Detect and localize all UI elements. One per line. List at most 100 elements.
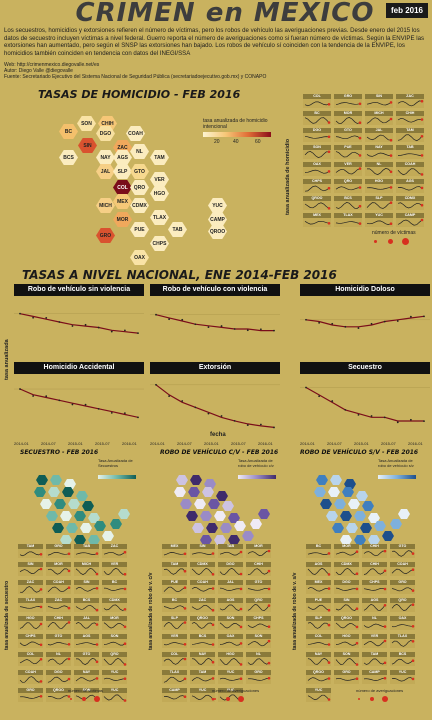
- national-panel-3: Homicidio Accidental: [14, 362, 144, 440]
- bottom-0-panel-34-label: SON: [74, 688, 99, 693]
- small-map-2-hex-19: [340, 535, 352, 545]
- national-xtick-0-1: 2014-07: [41, 441, 56, 446]
- hom-panel-1-last-point: [358, 102, 362, 106]
- hom-panel-12-sparkline: [304, 150, 331, 158]
- small-map-2-hex-6: [356, 491, 368, 501]
- bottom-2-panel-32: YUC: [306, 688, 331, 702]
- national-panel-2-point-8: [409, 315, 412, 318]
- hex-state-bc: BC: [59, 124, 78, 139]
- bottom-group-2-legend-circle-2: [382, 696, 388, 702]
- bottom-0-panel-2-last-point: [95, 552, 99, 555]
- intro-text: Los secuestros, homicidios y extorsiones…: [4, 27, 425, 57]
- bottom-2-panel-15-last-point: [411, 603, 415, 606]
- small-map-1-hex-14: [228, 513, 240, 523]
- bottom-0-panel-0-line: [19, 551, 42, 557]
- bottom-0-panel-21-last-point: [67, 643, 71, 646]
- bottom-0-panel-26-last-point: [95, 660, 99, 664]
- small-map-2-hex-18: [374, 521, 386, 531]
- bottom-0-panel-15-sparkline: [103, 604, 127, 611]
- small-map-2-hex-16: [346, 523, 358, 533]
- bottom-0-panel-33: QROO: [46, 688, 71, 702]
- bottom-1-panel-6: DGO: [218, 562, 243, 576]
- bottom-1-panel-26-line: [219, 658, 242, 665]
- hom-panel-3: ZAC: [396, 94, 424, 108]
- bottom-0-panel-27-label: QRO: [102, 652, 127, 657]
- bottom-2-panel-2-line: [363, 550, 385, 557]
- national-xtick-0-4: 2016-01: [122, 441, 137, 446]
- hom-panel-19-sparkline: [397, 168, 424, 176]
- small-map-1-hex-4: [188, 487, 200, 497]
- bottom-1-panel-16-last-point: [183, 621, 187, 624]
- bottom-0-panel-33-label: QROO: [46, 688, 71, 693]
- bottom-2-panel-27-last-point: [411, 659, 415, 662]
- bottom-1-panel-26-last-point: [239, 663, 243, 666]
- bottom-0-panel-31-sparkline: [103, 677, 127, 681]
- hom-panel-11-sparkline: [397, 134, 424, 142]
- bottom-1-panel-22-label: OAX: [218, 634, 243, 639]
- small-map-2-hex-22: [382, 531, 394, 541]
- bottom-1-panel-28-label: TLAX: [162, 670, 187, 675]
- small-map-0-hex-2: [64, 479, 76, 489]
- national-panel-1-plot: [150, 313, 280, 332]
- bottom-group-2-legend-title: número de averiguaciones: [356, 688, 404, 693]
- bottom-0-panel-8-last-point: [39, 588, 43, 591]
- hex-state-jal: JAL: [96, 164, 115, 179]
- bottom-2-panel-27: BCS: [390, 652, 415, 666]
- bottom-1-panel-10-sparkline: [219, 587, 243, 591]
- bottom-0-panel-6-label: MICH: [74, 562, 99, 567]
- bottom-2-panel-13-label: SIN: [334, 598, 359, 603]
- hom-panel-30: YUC: [365, 213, 393, 227]
- bottom-2-panel-18-sparkline: [363, 623, 387, 628]
- hex-state-chps: CHPS: [150, 236, 169, 251]
- bottom-2-panel-5: CDMX: [334, 562, 359, 576]
- bottom-1-panel-22-last-point: [239, 642, 243, 645]
- hom-panel-21-label: QRO: [334, 179, 362, 184]
- bottom-1-panel-6-sparkline: [219, 567, 243, 576]
- bottom-group-2-legend-circle-0: [358, 698, 360, 700]
- bottom-2-panel-23-line: [391, 640, 414, 647]
- hom-panel-26: SLP: [365, 196, 393, 210]
- hex-state-sin: SIN: [78, 138, 97, 153]
- national-panel-2-point-2: [331, 322, 334, 325]
- bottom-0-panel-30: NAY: [74, 670, 99, 684]
- hex-state-oax: OAX: [130, 250, 149, 265]
- bottom-1-panel-21: BCS: [190, 634, 215, 648]
- national-panel-4-point-8: [259, 423, 262, 426]
- bottom-1-panel-24-sparkline: [163, 657, 187, 665]
- bottom-0-panel-30-last-point: [95, 677, 99, 680]
- small-map-2-legend: Tasa Anualizada de robo de vehículo s/v: [378, 458, 414, 468]
- bottom-1-panel-4-last-point: [183, 569, 187, 573]
- bottom-1-panel-33-label: YUC: [190, 688, 215, 693]
- small-map-0-legend: Tasa Anualizada de Secuestros: [98, 458, 133, 468]
- bottom-0-panel-32-last-point: [39, 695, 43, 698]
- bottom-1-panel-9: COAH: [190, 580, 215, 594]
- bottom-0-panel-17: CHIH: [46, 616, 71, 630]
- hom-panel-26-sparkline: [366, 201, 393, 209]
- national-panel-3-point-1: [32, 395, 35, 397]
- bottom-2-panel-26: TAM: [362, 652, 387, 666]
- small-map-1-hex-8: [194, 499, 206, 509]
- bottom-0-panel-23-line: [103, 641, 126, 646]
- bottom-2-panel-29: GRO: [334, 670, 359, 684]
- bottom-2-panel-7-label: COAH: [390, 562, 415, 567]
- bottom-2-panel-8-sparkline: [307, 587, 331, 592]
- bottom-2-panel-23-last-point: [411, 640, 415, 643]
- bottom-0-panel-5-label: MOR: [46, 562, 71, 567]
- bottom-2-panel-24-last-point: [327, 661, 331, 664]
- hom-panel-8-last-point: [327, 135, 331, 139]
- national-panel-1-point-3: [194, 323, 197, 326]
- bottom-1-panel-12-line: [163, 605, 186, 610]
- bottom-1-panel-24-line: [163, 658, 186, 665]
- hom-legend-circle-0: [374, 240, 377, 243]
- small-map-1-legend-gradient: [238, 475, 276, 479]
- hom-panel-13-last-point: [358, 154, 362, 157]
- hom-panel-29-last-point: [358, 222, 362, 225]
- hom-panel-2-label: SIN: [365, 94, 393, 99]
- bottom-1-panel-8-sparkline: [163, 586, 187, 593]
- hom-panel-6-last-point: [389, 117, 393, 121]
- hom-panel-18-line: [366, 168, 392, 175]
- bottom-0-panel-27-sparkline: [103, 657, 127, 666]
- bottom-0-panel-4-last-point: [39, 567, 43, 571]
- hom-panel-19-last-point: [420, 173, 424, 176]
- bottom-0-panel-24-sparkline: [19, 658, 43, 665]
